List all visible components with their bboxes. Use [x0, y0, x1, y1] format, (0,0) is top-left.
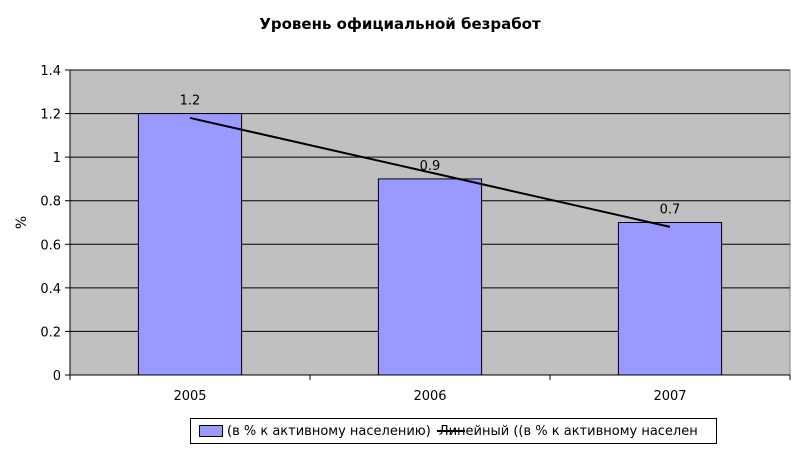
x-tick-label: 2005: [173, 389, 206, 404]
y-tick-label: 0.8: [40, 195, 61, 210]
bar-2005: [137, 113, 243, 376]
trendline: [189, 116, 671, 228]
legend-label-trendline: Линейный ((в % к активному населен: [438, 423, 698, 439]
x-tick-label: 2007: [653, 389, 686, 404]
data-label-2006: 0.9: [420, 159, 441, 174]
y-tick-label: 1.2: [40, 108, 61, 123]
y-tick-label: 0.4: [40, 282, 61, 297]
chart-title: Уровень официальной безработ: [259, 15, 541, 33]
y-tick-label: 1.4: [40, 64, 61, 79]
legend-item-trendline: Линейный ((в % к активному населен: [436, 423, 698, 439]
data-label-2007: 0.7: [660, 203, 681, 218]
x-tick-label: 2006: [413, 389, 446, 404]
legend-swatch-bar: [199, 425, 223, 437]
y-axis-label: %: [14, 216, 30, 229]
y-tick-label: 1: [53, 151, 61, 166]
y-tick-label: 0.6: [40, 238, 61, 253]
legend-label-series: (в % к активному населению): [227, 423, 431, 439]
bar-2007: [617, 222, 723, 376]
legend-swatch-line: [436, 430, 465, 432]
legend: (в % к активному населению) Линейный ((в…: [190, 418, 717, 444]
y-tick-label: 0.2: [40, 325, 61, 340]
bar-2006: [377, 178, 483, 376]
legend-item-series: (в % к активному населению): [199, 424, 431, 439]
y-tick-label: 0: [53, 369, 61, 384]
data-label-2005: 1.2: [180, 94, 201, 109]
